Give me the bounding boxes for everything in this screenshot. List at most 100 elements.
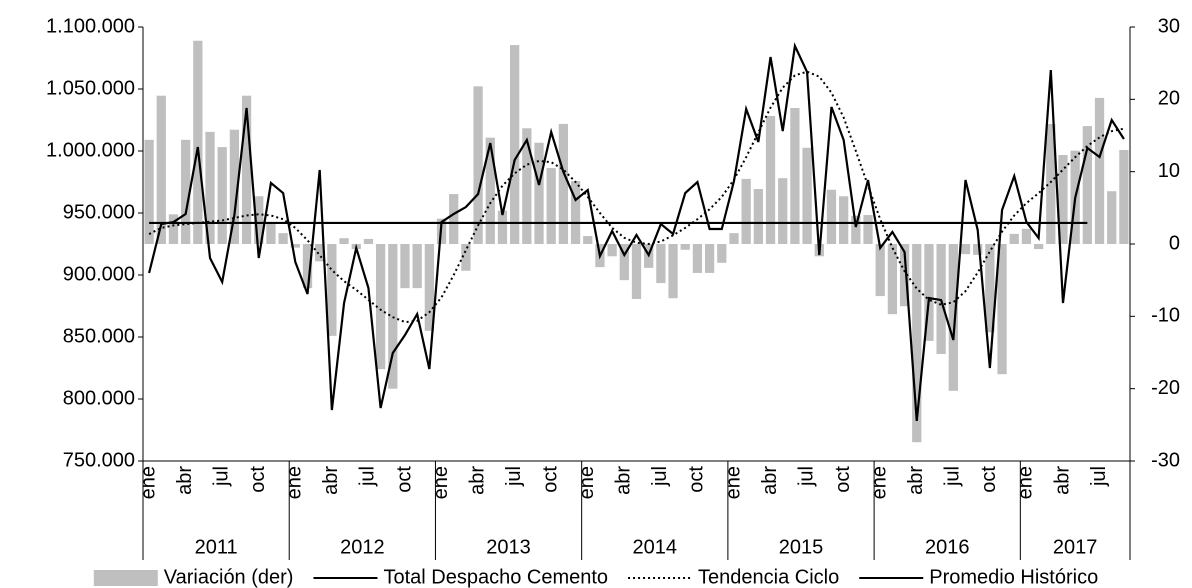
bar [363,238,374,244]
legend-item: Tendencia Ciclo [628,566,839,588]
bar [729,233,739,244]
bar [863,215,873,244]
bar [802,147,812,244]
bar [1119,149,1129,244]
x-tick-label: oct [247,466,269,493]
x-tick-label: jul [503,466,525,487]
bar [449,194,459,244]
bar [375,244,386,370]
line [148,70,1125,324]
year-label: 2016 [925,536,970,558]
bar [522,128,532,244]
y2-tick-label: 10 [1158,160,1180,182]
bar [1107,191,1117,244]
bar [1058,155,1068,244]
bar [656,244,666,284]
bar [302,244,313,289]
bar [692,244,703,273]
bar [790,108,800,244]
y2-tick-label: 30 [1158,15,1180,37]
bar [339,238,349,244]
bar [1033,244,1044,250]
bar [753,189,763,244]
x-tick-label: abr [1051,466,1073,495]
bar [875,244,885,297]
x-tick-label: abr [905,466,927,495]
y-tick-label: 850.000 [63,325,135,347]
bar [997,244,1007,375]
x-tick-label: jul [1088,466,1110,487]
line [148,42,1125,422]
x-tick-label: jul [795,466,817,487]
bar [388,244,398,389]
legend-label: Promedio Histórico [929,566,1098,588]
bar [985,244,995,333]
bar [205,131,215,244]
x-tick-label: ene [868,466,890,499]
bar [899,244,910,307]
bar [680,244,690,250]
bar [960,244,971,255]
x-tick-label: ene [137,466,159,499]
bar [631,244,642,299]
year-label: 2014 [633,536,678,558]
legend-label: Total Despacho Cemento [383,566,608,588]
y2-tick-label: -20 [1151,377,1180,399]
x-tick-label: ene [576,466,598,499]
year-label: 2012 [340,536,385,558]
bar [583,236,593,244]
bar [461,244,471,271]
bar [412,244,422,289]
bar [181,139,191,244]
bar [485,137,495,244]
x-tick-label: abr [466,466,488,495]
legend-item: Variación (der) [93,566,293,588]
bar [1021,228,1032,244]
bar [217,147,227,244]
x-tick-label: ene [284,466,306,499]
bar [839,196,849,244]
bar [327,244,337,336]
bar [973,244,983,255]
y-tick-label: 950.000 [63,201,135,223]
bar [765,115,776,244]
bar [1094,97,1105,245]
bar [315,244,325,262]
bar [912,244,922,443]
x-tick-label: ene [722,466,744,499]
bar [156,95,166,244]
bar [1046,123,1056,244]
y-tick-label: 800.000 [63,387,135,409]
bar [229,129,240,244]
year-label: 2011 [195,536,238,558]
x-tick-label: oct [686,466,708,493]
legend-label: Tendencia Ciclo [698,566,839,588]
legend-item: Promedio Histórico [859,566,1098,588]
bar [497,210,508,244]
y2-tick-label: 0 [1169,232,1180,254]
bar [266,222,276,244]
bar [887,244,898,315]
x-tick-label: abr [174,466,196,495]
bar [607,244,617,257]
y-tick-label: 750.000 [63,449,135,471]
bar [546,168,556,244]
y-tick-label: 1.000.000 [46,139,135,161]
x-tick-label: jul [649,466,671,487]
bar [254,196,264,244]
bar [193,40,203,244]
x-tick-label: oct [539,466,561,493]
legend-item: Total Despacho Cemento [313,566,608,588]
x-tick-label: ene [430,466,452,499]
x-tick-label: jul [357,466,379,487]
bar [948,244,958,391]
y-tick-label: 1.050.000 [46,77,135,99]
bar [851,215,861,244]
bar [168,214,179,244]
year-label: 2013 [486,536,531,558]
bar [510,45,520,245]
bar [717,244,727,263]
bar [778,178,788,244]
